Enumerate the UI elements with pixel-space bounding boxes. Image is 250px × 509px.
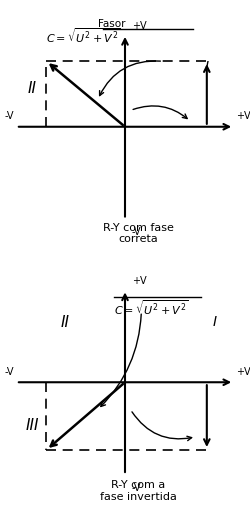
Text: -V: -V: [4, 367, 14, 377]
Text: -V: -V: [132, 483, 141, 493]
Text: -V: -V: [4, 111, 14, 121]
Text: II: II: [60, 315, 70, 330]
Text: II: II: [28, 81, 37, 96]
Text: I: I: [205, 60, 209, 74]
Text: R-Y com fase
correta: R-Y com fase correta: [103, 223, 174, 244]
Text: R-Y com a
fase invertida: R-Y com a fase invertida: [100, 480, 176, 502]
Text: Fasor: Fasor: [98, 18, 125, 29]
Text: III: III: [26, 418, 39, 433]
Text: +V: +V: [132, 21, 146, 31]
Text: -V: -V: [132, 227, 141, 237]
Text: +V: +V: [236, 111, 250, 121]
Text: +V: +V: [132, 276, 146, 286]
Text: I: I: [212, 315, 216, 329]
Text: $C=\sqrt{U^2+V^2}$: $C=\sqrt{U^2+V^2}$: [46, 26, 121, 45]
Text: +V: +V: [236, 367, 250, 377]
Text: $C=\sqrt{U^2+V^2}$: $C=\sqrt{U^2+V^2}$: [114, 298, 189, 317]
